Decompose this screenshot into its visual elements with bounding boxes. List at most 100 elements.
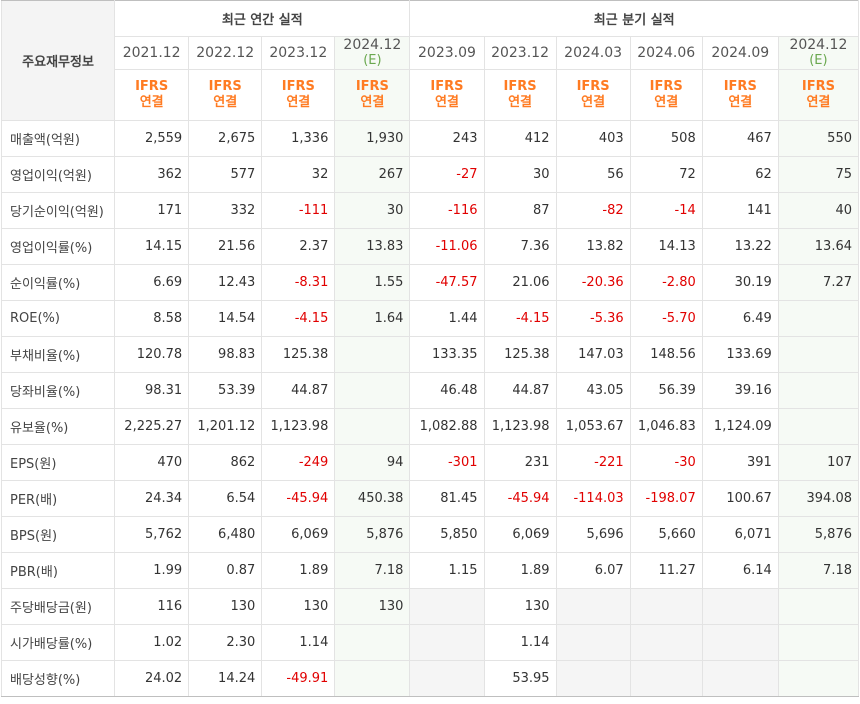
value-cell: 6.69 (114, 264, 190, 301)
value-cell (777, 624, 860, 661)
value-cell: 14.24 (188, 660, 263, 697)
value-cell: 2,559 (114, 120, 190, 157)
table-row: 당좌비율(%) 98.31 53.39 44.87 46.48 44.87 43.05 56.… (0, 372, 860, 409)
value-cell: 13.82 (555, 228, 631, 265)
table-row: EPS(원) 470 862 -249 94 -301 231 -221 -30 391 107 (0, 444, 860, 481)
value-cell: 1.15 (409, 552, 485, 589)
value-cell: 30 (334, 192, 411, 229)
ifrs-label: IFRS (281, 79, 315, 94)
ifrs-basis-header: IFRS 연결 (701, 69, 779, 121)
value-cell: 577 (188, 156, 263, 193)
consolidated-label: 연결 (213, 95, 238, 110)
value-cell (777, 660, 860, 697)
table-row: 당기순이익(억원) 171 332 -111 30 -116 87 -82 -14 141 40 (0, 192, 860, 229)
value-cell: 391 (701, 444, 779, 481)
period-header: 2024.12 (E) (777, 36, 860, 70)
value-cell: -45.94 (483, 480, 557, 517)
value-cell: 14.13 (629, 228, 703, 265)
value-cell: 98.83 (188, 336, 263, 373)
consolidated-label: 연결 (435, 95, 459, 110)
value-cell: 1,123.98 (261, 408, 336, 445)
value-cell: 125.38 (261, 336, 336, 373)
value-cell: 0.87 (188, 552, 263, 589)
value-cell (701, 588, 779, 625)
value-cell: 130 (334, 588, 411, 625)
value-cell: 5,876 (777, 516, 860, 553)
ifrs-label: IFRS (430, 79, 464, 94)
row-label: 유보율(%) (0, 408, 116, 445)
value-cell (701, 660, 779, 697)
value-cell: 2.37 (261, 228, 336, 265)
value-cell: 1.99 (114, 552, 190, 589)
period-header: 2023.12 (483, 36, 557, 70)
value-cell: 450.38 (334, 480, 411, 517)
value-cell (555, 660, 631, 697)
value-cell: -4.15 (261, 300, 336, 337)
value-cell: 125.38 (483, 336, 557, 373)
value-cell: 467 (701, 120, 779, 157)
period-label: 2021.12 (122, 44, 181, 61)
ifrs-basis-header: IFRS 연결 (261, 69, 336, 121)
value-cell: -111 (261, 192, 336, 229)
value-cell: 53.95 (483, 660, 557, 697)
value-cell: 1,930 (334, 120, 411, 157)
value-cell: 13.83 (334, 228, 411, 265)
value-cell: 332 (188, 192, 263, 229)
value-cell: 148.56 (629, 336, 703, 373)
value-cell: 120.78 (114, 336, 190, 373)
table-row: PER(배) 24.34 6.54 -45.94 450.38 81.45 -45.94 -1… (0, 480, 860, 517)
value-cell: 40 (777, 192, 860, 229)
value-cell: 6.54 (188, 480, 263, 517)
value-cell (777, 336, 860, 373)
value-cell (555, 588, 631, 625)
value-cell: 30 (483, 156, 557, 193)
row-label: 당기순이익(억원) (0, 192, 116, 229)
row-label: PER(배) (0, 480, 116, 517)
value-cell: 24.34 (114, 480, 190, 517)
value-cell (777, 588, 860, 625)
value-cell: 403 (555, 120, 631, 157)
value-cell: 30.19 (701, 264, 779, 301)
value-cell: 6,069 (483, 516, 557, 553)
period-label: 2024.12 (789, 37, 848, 53)
value-cell (409, 588, 485, 625)
value-cell: 87 (483, 192, 557, 229)
ifrs-label: IFRS (503, 79, 537, 94)
value-cell (334, 624, 411, 661)
value-cell: 32 (261, 156, 336, 193)
value-cell: 100.67 (701, 480, 779, 517)
value-cell: 1.14 (483, 624, 557, 661)
value-cell: 6,480 (188, 516, 263, 553)
value-cell (701, 624, 779, 661)
table-row: 매출액(억원) 2,559 2,675 1,336 1,930 243 412 403 508 4… (0, 120, 860, 157)
row-label: 시가배당률(%) (0, 624, 116, 661)
period-label: 2024.12 (343, 37, 402, 53)
value-cell: 141 (701, 192, 779, 229)
value-cell: 412 (483, 120, 557, 157)
value-cell (409, 624, 485, 661)
value-cell: 2,225.27 (114, 408, 190, 445)
consolidated-label: 연결 (360, 95, 385, 110)
value-cell: 116 (114, 588, 190, 625)
row-label: 영업이익(억원) (0, 156, 116, 193)
value-cell (629, 588, 703, 625)
value-cell: 1,201.12 (188, 408, 263, 445)
value-cell: 24.02 (114, 660, 190, 697)
table-row: ROE(%) 8.58 14.54 -4.15 1.64 1.44 -4.15 -5.36 -5… (0, 300, 860, 337)
row-label: EPS(원) (0, 444, 116, 481)
value-cell: 7.27 (777, 264, 860, 301)
value-cell: 1.44 (409, 300, 485, 337)
value-cell: 5,850 (409, 516, 485, 553)
value-cell: 46.48 (409, 372, 485, 409)
value-cell (629, 660, 703, 697)
period-label: 2023.12 (269, 44, 328, 61)
value-cell: 5,660 (629, 516, 703, 553)
row-label: 매출액(억원) (0, 120, 116, 157)
value-cell: 53.39 (188, 372, 263, 409)
value-cell: 1,082.88 (409, 408, 485, 445)
value-cell (777, 408, 860, 445)
value-cell: 98.31 (114, 372, 190, 409)
value-cell (334, 660, 411, 697)
period-label: 2023.09 (418, 44, 476, 61)
value-cell: 171 (114, 192, 190, 229)
